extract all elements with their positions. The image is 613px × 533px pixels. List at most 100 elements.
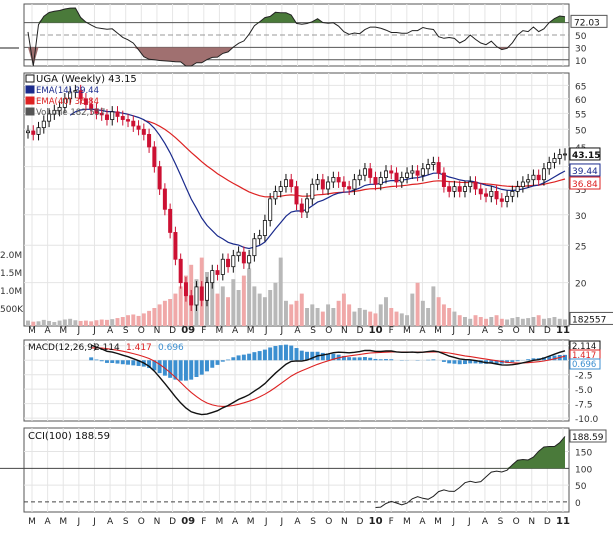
price-tick-label: 20 <box>575 280 587 290</box>
rsi-value-label: 72.03 <box>574 18 600 28</box>
macd-histogram-bar <box>341 355 346 361</box>
x-axis-label: 10 <box>369 325 383 336</box>
candle-body <box>389 170 394 174</box>
volume-bar <box>531 317 536 326</box>
volume-bar <box>552 317 557 326</box>
macd-badge-label: 1.417 <box>572 351 596 361</box>
volume-bar <box>262 297 267 326</box>
candle-body <box>405 172 410 178</box>
macd-histogram-bar <box>468 360 473 364</box>
volume-bar <box>173 293 178 326</box>
x-axis-label: S <box>498 326 504 336</box>
candle-body <box>278 186 283 192</box>
candle-body <box>162 188 167 210</box>
volume-bar <box>452 311 457 326</box>
candle-body <box>273 191 278 200</box>
macd-legend-value: 0.696 <box>158 343 184 353</box>
macd-histogram-bar <box>157 360 162 374</box>
volume-bar <box>420 300 425 326</box>
price-badge-label: 39.44 <box>572 167 598 177</box>
volume-bar <box>541 318 546 326</box>
macd-histogram-bar <box>226 359 231 361</box>
volume-bar <box>368 311 373 326</box>
x-axis-label: S <box>310 517 316 527</box>
x-axis-label: A <box>45 326 52 336</box>
candle-body <box>541 168 546 181</box>
volume-bar <box>147 310 152 326</box>
candle-body <box>262 220 267 236</box>
macd-histogram-bar <box>441 360 446 362</box>
volume-bar <box>510 318 515 326</box>
x-axis-label: D <box>357 517 364 527</box>
volume-bar <box>326 304 331 326</box>
candle-body <box>73 90 78 93</box>
candle-body <box>83 98 88 105</box>
price-panel: 656055504540353025202.0M1.5M1.0M500K1825… <box>0 74 613 326</box>
candle-body <box>136 125 141 130</box>
volume-bar <box>52 322 57 326</box>
candle-body <box>520 181 525 188</box>
legend-swatch <box>25 96 35 105</box>
cci-legend-label: CCI(100) 188.59 <box>28 431 110 442</box>
candle-body <box>25 130 30 134</box>
macd-histogram-bar <box>452 360 457 364</box>
candle-body <box>68 91 73 100</box>
volume-bar <box>168 299 173 326</box>
candle-body <box>231 255 236 268</box>
x-axis-label: 11 <box>556 516 570 527</box>
candle-body <box>52 109 57 115</box>
x-axis-label: A <box>294 517 301 527</box>
candle-body <box>510 191 515 197</box>
candle-body <box>268 198 273 221</box>
candle-body <box>189 295 194 306</box>
price-badge-label: 36.84 <box>572 180 598 190</box>
legend-swatch <box>25 74 35 83</box>
macd-histogram-bar <box>247 353 252 361</box>
price-tick-label: 35 <box>575 186 586 196</box>
macd-histogram-bar <box>199 360 204 375</box>
candle-body <box>341 181 346 188</box>
candle-body <box>484 193 489 197</box>
candle-body <box>204 282 209 301</box>
volume-bar <box>115 318 120 326</box>
volume-bar <box>331 308 336 326</box>
candle-body <box>299 203 304 213</box>
x-axis-label: D <box>357 326 364 336</box>
volume-bar <box>399 313 404 326</box>
candle-body <box>294 186 299 205</box>
macd-histogram-bar <box>299 350 304 361</box>
macd-histogram-bar <box>252 352 257 361</box>
macd-histogram-bar <box>547 356 552 361</box>
volume-bar <box>31 321 36 326</box>
candle-body <box>126 119 131 122</box>
candle-body <box>452 186 457 192</box>
x-axis-label: J <box>280 326 284 336</box>
legend-label: EMA(40) 36.84 <box>36 97 99 107</box>
volume-bar <box>410 293 415 326</box>
cci-tick-label: 50 <box>575 482 587 492</box>
candle-body <box>57 106 62 111</box>
candle-body <box>62 98 67 108</box>
candle-body <box>331 177 336 183</box>
macd-line <box>90 344 566 416</box>
macd-histogram-bar <box>462 360 467 365</box>
macd-histogram-bar <box>326 353 331 361</box>
volume-bar <box>384 297 388 326</box>
volume-bar <box>362 309 367 326</box>
legend-swatch <box>25 85 35 94</box>
candle-body <box>141 128 146 135</box>
macd-histogram-bar <box>347 357 352 361</box>
volume-bar <box>547 318 552 326</box>
x-axis-label: M <box>434 517 442 527</box>
macd-histogram-bar <box>104 360 109 363</box>
volume-bar <box>499 318 504 326</box>
volume-bar <box>473 315 478 326</box>
cci-panel: 150 100 50 0 CCI(100) 188.59 188.59 <box>0 429 607 509</box>
x-axis-label: N <box>528 517 535 527</box>
candle-body <box>420 168 425 176</box>
macd-histogram-bar <box>473 360 478 364</box>
volume-bar <box>505 319 510 326</box>
macd-histogram-bar <box>89 357 94 361</box>
cci-tick-label: 150 <box>575 449 592 459</box>
